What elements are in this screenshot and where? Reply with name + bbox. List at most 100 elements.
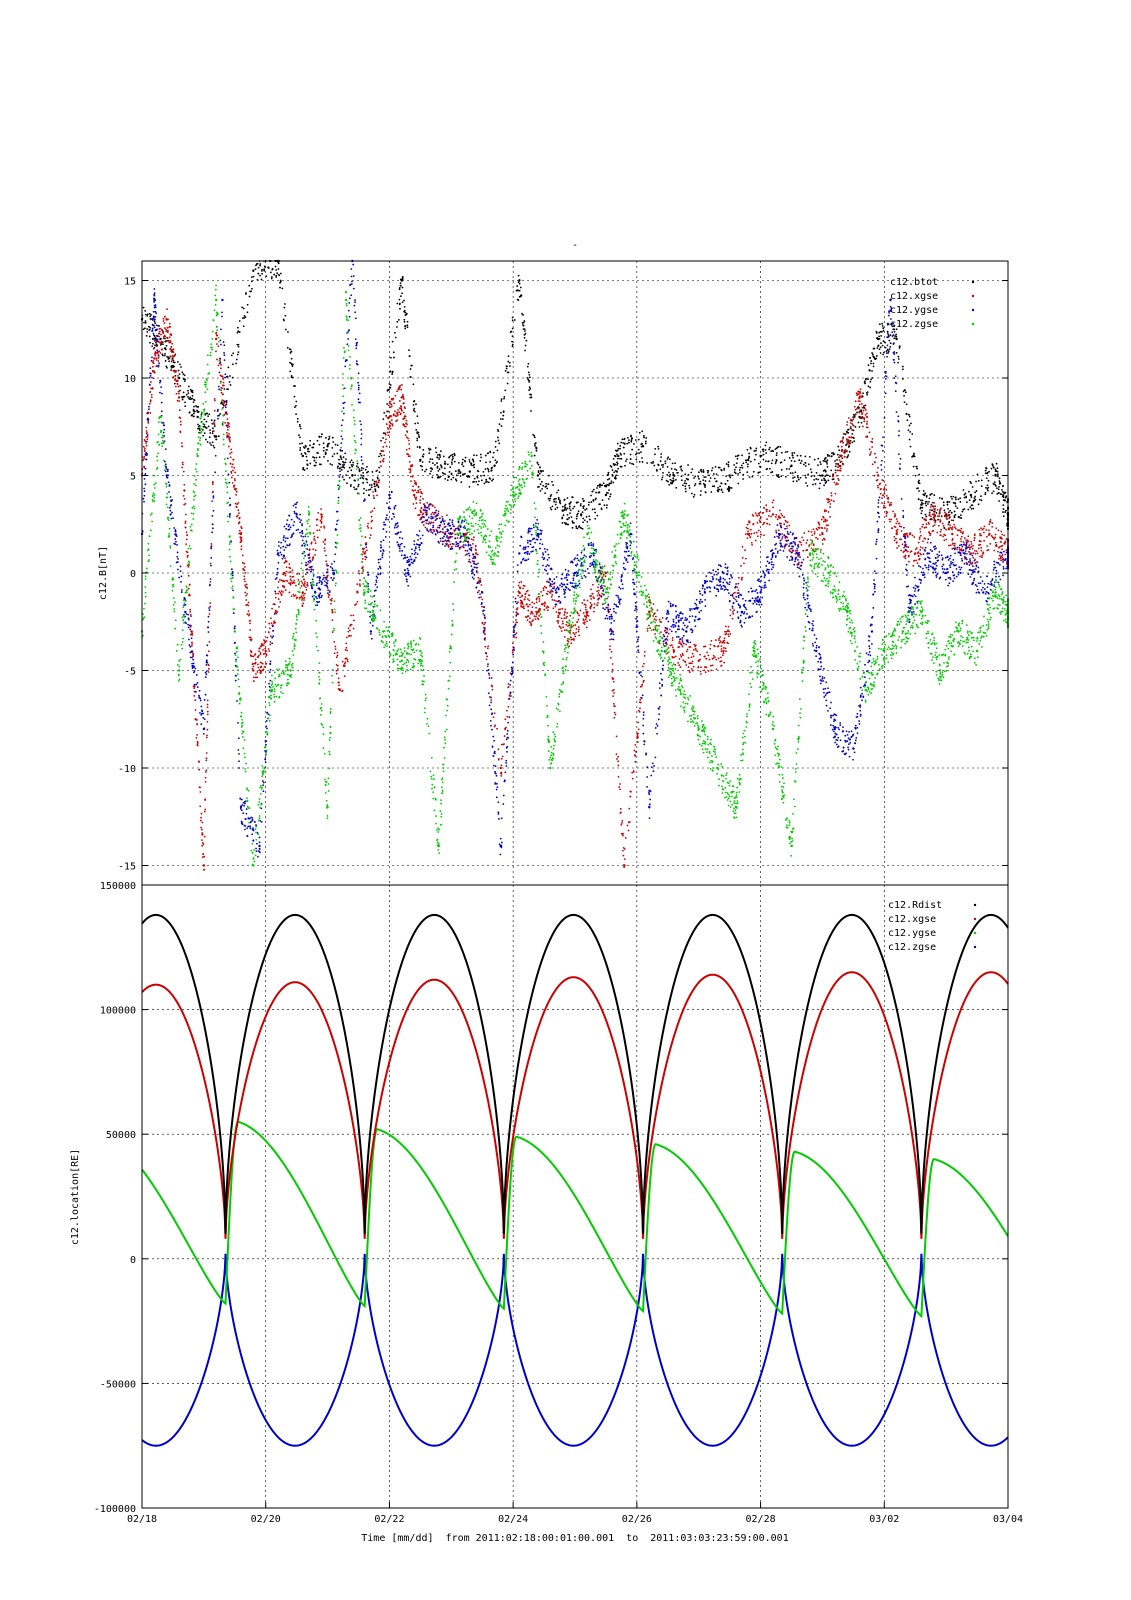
top-point bbox=[615, 753, 618, 756]
top-point bbox=[764, 444, 767, 447]
top-point bbox=[588, 515, 591, 518]
top-point bbox=[990, 535, 993, 537]
top-point bbox=[298, 423, 301, 426]
top-point bbox=[882, 479, 885, 482]
top-point bbox=[278, 274, 281, 277]
top-point bbox=[357, 466, 360, 469]
top-point bbox=[897, 545, 900, 547]
top-point bbox=[921, 525, 924, 528]
top-point bbox=[146, 313, 149, 316]
top-point bbox=[563, 521, 566, 524]
top-point bbox=[940, 528, 943, 531]
top-point bbox=[177, 369, 180, 372]
top-point bbox=[793, 460, 796, 463]
top-point bbox=[346, 658, 349, 661]
top-point bbox=[151, 338, 154, 340]
top-point bbox=[537, 609, 540, 612]
top-point bbox=[196, 733, 198, 736]
top-point bbox=[631, 437, 633, 440]
top-point bbox=[901, 543, 904, 546]
top-point bbox=[626, 436, 629, 439]
top-point bbox=[825, 461, 828, 463]
top-point bbox=[871, 463, 874, 466]
top-point bbox=[887, 333, 890, 336]
top-point bbox=[714, 465, 717, 468]
top-point bbox=[273, 273, 276, 276]
top-point bbox=[739, 471, 741, 474]
top-point bbox=[476, 475, 478, 478]
top-point bbox=[961, 510, 964, 513]
top-point bbox=[817, 478, 820, 481]
top-point bbox=[211, 483, 214, 486]
top-point bbox=[230, 451, 233, 454]
top-point bbox=[412, 493, 416, 497]
top-point bbox=[890, 518, 893, 521]
top-point bbox=[796, 454, 799, 457]
top-point bbox=[744, 549, 746, 552]
top-point bbox=[929, 515, 932, 518]
top-point bbox=[853, 416, 856, 418]
top-point bbox=[748, 455, 751, 458]
top-point bbox=[202, 864, 206, 867]
top-point bbox=[482, 612, 485, 615]
top-point bbox=[815, 471, 818, 474]
top-point bbox=[474, 552, 478, 555]
top-point bbox=[280, 590, 283, 592]
top-point bbox=[656, 609, 659, 612]
top-point bbox=[307, 450, 309, 453]
top-point bbox=[631, 462, 633, 465]
top-point bbox=[413, 482, 416, 485]
top-point bbox=[546, 487, 549, 490]
top-point bbox=[918, 536, 921, 539]
top-point bbox=[248, 613, 251, 615]
top-point bbox=[151, 329, 154, 332]
top-point bbox=[528, 621, 531, 623]
top-point bbox=[877, 344, 880, 347]
top-point bbox=[248, 284, 251, 287]
top-point bbox=[295, 400, 298, 403]
top-point bbox=[451, 453, 454, 456]
top-point bbox=[999, 482, 1002, 485]
top-point bbox=[741, 466, 744, 469]
top-point bbox=[213, 434, 216, 437]
top-point bbox=[770, 471, 772, 474]
top-point bbox=[677, 661, 680, 664]
top-point bbox=[291, 582, 294, 585]
top-point bbox=[577, 628, 580, 631]
top-point bbox=[468, 460, 471, 463]
top-point bbox=[389, 384, 392, 386]
top-point bbox=[813, 458, 816, 461]
top-point bbox=[492, 478, 495, 481]
top-point bbox=[693, 477, 695, 479]
top-point bbox=[184, 513, 187, 516]
top-point bbox=[812, 543, 815, 546]
top-point bbox=[424, 511, 427, 514]
top-point bbox=[834, 465, 837, 468]
top-point bbox=[562, 626, 565, 629]
top-point bbox=[412, 485, 414, 488]
top-point bbox=[565, 623, 568, 626]
top-point bbox=[671, 636, 674, 639]
top-point bbox=[144, 321, 147, 324]
top-point bbox=[278, 590, 281, 593]
top-point bbox=[652, 628, 655, 631]
top-point bbox=[473, 477, 476, 480]
top-point bbox=[568, 503, 571, 505]
top-point bbox=[215, 438, 218, 441]
top-point bbox=[839, 467, 842, 470]
top-point bbox=[968, 544, 971, 547]
top-point bbox=[260, 661, 263, 664]
top-point bbox=[315, 518, 318, 521]
top-point bbox=[925, 526, 928, 529]
top-point bbox=[172, 517, 175, 520]
top-point bbox=[336, 668, 339, 670]
top-point bbox=[487, 452, 490, 455]
top-point bbox=[530, 610, 533, 614]
top-point bbox=[819, 482, 821, 485]
top-point bbox=[1001, 488, 1003, 491]
top-point bbox=[708, 480, 711, 483]
top-point bbox=[301, 597, 304, 600]
top-point bbox=[198, 768, 201, 771]
top-point bbox=[970, 540, 973, 543]
top-point bbox=[267, 631, 270, 633]
